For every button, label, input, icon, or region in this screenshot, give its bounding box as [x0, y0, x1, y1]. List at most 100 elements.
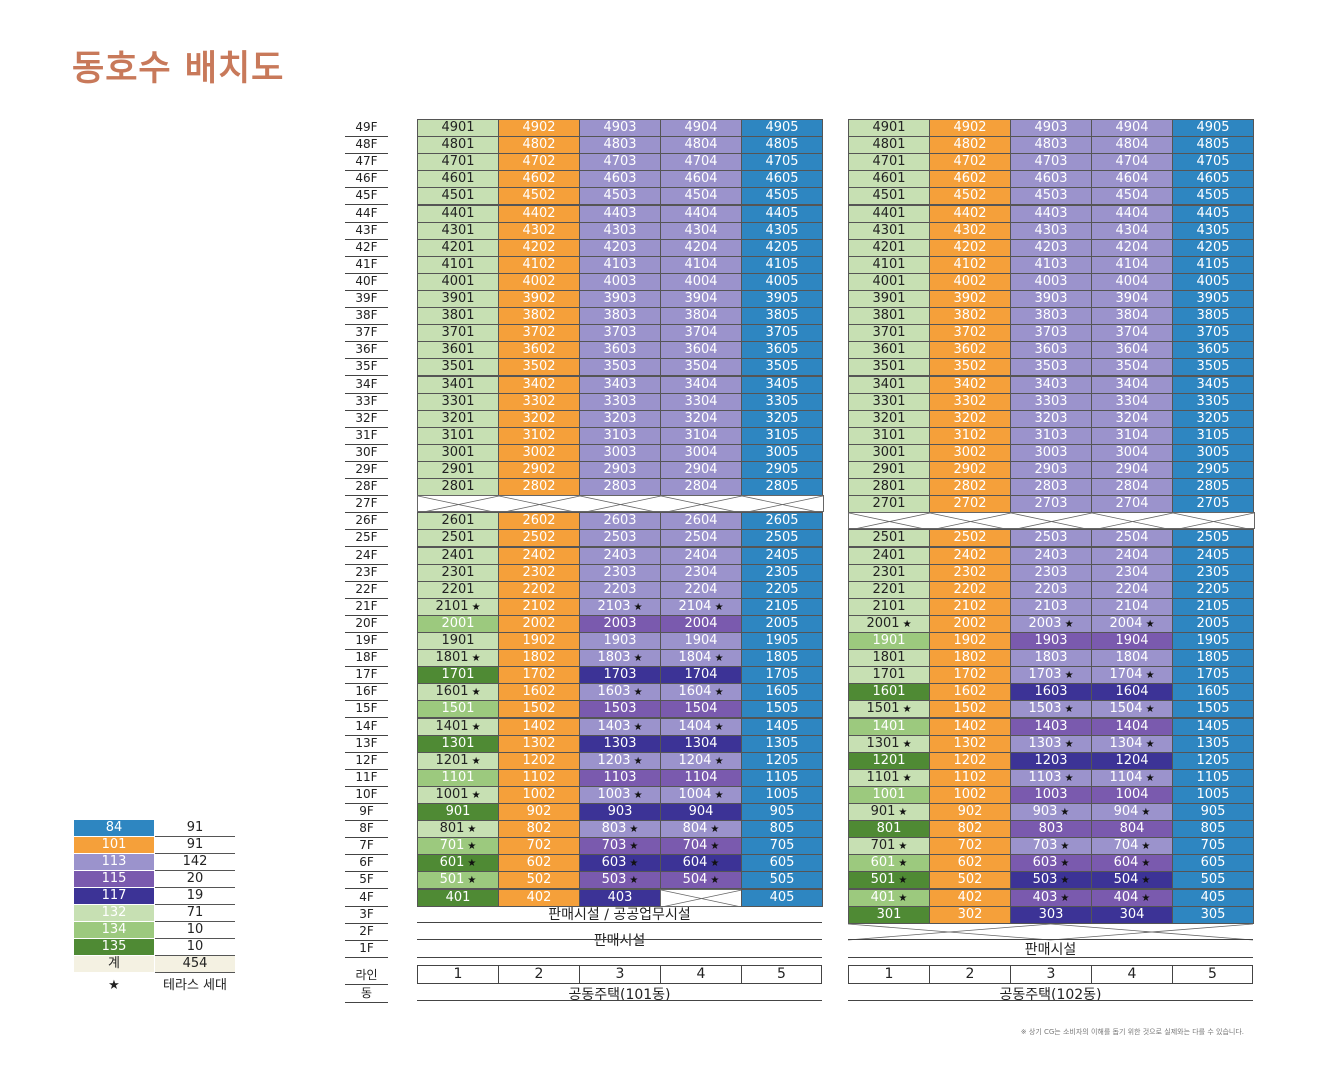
unit-cell[interactable]: 3304	[1091, 392, 1173, 411]
unit-cell[interactable]: 3704	[660, 324, 742, 343]
unit-cell[interactable]: 2404	[660, 546, 742, 565]
unit-cell[interactable]: 4201	[417, 238, 499, 257]
unit-cell[interactable]: 2405	[1172, 546, 1254, 565]
unit-cell[interactable]: 3202	[498, 409, 580, 428]
unit-cell[interactable]: 2005	[1172, 614, 1254, 633]
unit-cell[interactable]: 2504	[660, 529, 742, 548]
unit-cell[interactable]: 3805	[741, 307, 823, 326]
unit-cell[interactable]: 1201	[848, 751, 930, 770]
unit-cell[interactable]: 4804	[1091, 136, 1173, 155]
unit-cell[interactable]: 2505	[741, 529, 823, 548]
unit-cell[interactable]: 2104 ★	[660, 597, 742, 616]
unit-cell[interactable]: 2805	[1172, 478, 1254, 497]
unit-cell[interactable]: 403	[579, 888, 661, 907]
unit-cell[interactable]: 404 ★	[1091, 888, 1173, 907]
unit-cell[interactable]: 4202	[929, 238, 1011, 257]
unit-cell[interactable]: 3603	[1010, 341, 1092, 360]
unit-cell[interactable]: 2602	[498, 512, 580, 531]
unit-cell[interactable]: 4902	[498, 119, 580, 138]
unit-cell[interactable]: 3301	[848, 392, 930, 411]
unit-cell[interactable]: 903	[579, 803, 661, 822]
unit-cell[interactable]: 1401 ★	[417, 717, 499, 736]
unit-cell[interactable]: 1502	[929, 700, 1011, 719]
unit-cell[interactable]: 1703	[579, 666, 661, 685]
unit-cell[interactable]: 4202	[498, 238, 580, 257]
unit-cell[interactable]: 1103	[579, 768, 661, 787]
unit-cell[interactable]: 3605	[1172, 341, 1254, 360]
unit-cell[interactable]: 302	[929, 905, 1011, 924]
unit-cell[interactable]: 1003	[1010, 785, 1092, 804]
unit-cell[interactable]: 2401	[417, 546, 499, 565]
unit-cell[interactable]: 3201	[417, 409, 499, 428]
unit-cell[interactable]: 301	[848, 905, 930, 924]
unit-cell[interactable]: 2801	[417, 478, 499, 497]
unit-cell[interactable]: 3004	[660, 443, 742, 462]
unit-cell[interactable]: 2101 ★	[417, 597, 499, 616]
unit-cell[interactable]: 4901	[848, 119, 930, 138]
unit-cell[interactable]: 4901	[417, 119, 499, 138]
unit-cell[interactable]: 3403	[579, 375, 661, 394]
unit-cell[interactable]: 1605	[741, 683, 823, 702]
unit-cell[interactable]: 803 ★	[579, 820, 661, 839]
unit-cell[interactable]: 4802	[929, 136, 1011, 155]
unit-cell[interactable]: 2603	[579, 512, 661, 531]
unit-cell[interactable]: 2303	[579, 563, 661, 582]
unit-cell[interactable]: 3603	[579, 341, 661, 360]
unit-cell[interactable]: 2405	[741, 546, 823, 565]
unit-cell[interactable]: 303	[1010, 905, 1092, 924]
unit-cell[interactable]: 504 ★	[660, 871, 742, 890]
unit-cell[interactable]: 4402	[929, 204, 1011, 223]
unit-cell[interactable]: 1104	[660, 768, 742, 787]
unit-cell[interactable]: 3002	[498, 443, 580, 462]
unit-cell[interactable]: 2805	[741, 478, 823, 497]
unit-cell[interactable]: 2402	[929, 546, 1011, 565]
unit-cell[interactable]: 1803	[1010, 649, 1092, 668]
unit-cell[interactable]: 3003	[579, 443, 661, 462]
unit-cell[interactable]: 1203	[1010, 751, 1092, 770]
unit-cell[interactable]: 4702	[498, 153, 580, 172]
unit-cell[interactable]: 4405	[1172, 204, 1254, 223]
unit-cell[interactable]: 2801	[848, 478, 930, 497]
unit-cell[interactable]: 3405	[1172, 375, 1254, 394]
unit-cell[interactable]: 2102	[929, 597, 1011, 616]
unit-cell[interactable]: 1503	[579, 700, 661, 719]
unit-cell[interactable]: 3902	[929, 290, 1011, 309]
unit-cell[interactable]: 4401	[417, 204, 499, 223]
unit-cell[interactable]: 3701	[417, 324, 499, 343]
unit-cell[interactable]: 805	[741, 820, 823, 839]
unit-cell[interactable]: 2001 ★	[848, 614, 930, 633]
unit-cell[interactable]: 1803 ★	[579, 649, 661, 668]
unit-cell[interactable]: 1204	[1091, 751, 1173, 770]
unit-cell[interactable]: 402	[929, 888, 1011, 907]
unit-cell[interactable]: 4605	[741, 170, 823, 189]
unit-cell[interactable]: 901 ★	[848, 803, 930, 822]
unit-cell[interactable]: 4304	[660, 221, 742, 240]
unit-cell[interactable]: 1404 ★	[660, 717, 742, 736]
unit-cell[interactable]: 4103	[579, 255, 661, 274]
unit-cell[interactable]: 1601 ★	[417, 683, 499, 702]
unit-cell[interactable]: 4001	[417, 272, 499, 291]
unit-cell[interactable]: 3105	[1172, 426, 1254, 445]
unit-cell[interactable]: 3904	[1091, 290, 1173, 309]
unit-cell[interactable]: 4103	[1010, 255, 1092, 274]
unit-cell[interactable]: 4602	[498, 170, 580, 189]
unit-cell[interactable]: 2203	[579, 580, 661, 599]
unit-cell[interactable]: 3202	[929, 409, 1011, 428]
unit-cell[interactable]: 2904	[1091, 461, 1173, 480]
unit-cell[interactable]: 1902	[929, 632, 1011, 651]
unit-cell[interactable]: 4002	[498, 272, 580, 291]
unit-cell[interactable]: 705	[741, 837, 823, 856]
unit-cell[interactable]: 3402	[498, 375, 580, 394]
unit-cell[interactable]: 4705	[1172, 153, 1254, 172]
unit-cell[interactable]: 1405	[1172, 717, 1254, 736]
unit-cell[interactable]: 2302	[929, 563, 1011, 582]
unit-cell[interactable]: 1105	[1172, 768, 1254, 787]
unit-cell[interactable]: 2205	[741, 580, 823, 599]
unit-cell[interactable]: 3501	[848, 358, 930, 377]
unit-cell[interactable]: 3002	[929, 443, 1011, 462]
unit-cell[interactable]: 3605	[741, 341, 823, 360]
unit-cell[interactable]: 2203	[1010, 580, 1092, 599]
unit-cell[interactable]: 1403	[1010, 717, 1092, 736]
unit-cell[interactable]: 804	[1091, 820, 1173, 839]
unit-cell[interactable]: 4503	[1010, 187, 1092, 206]
